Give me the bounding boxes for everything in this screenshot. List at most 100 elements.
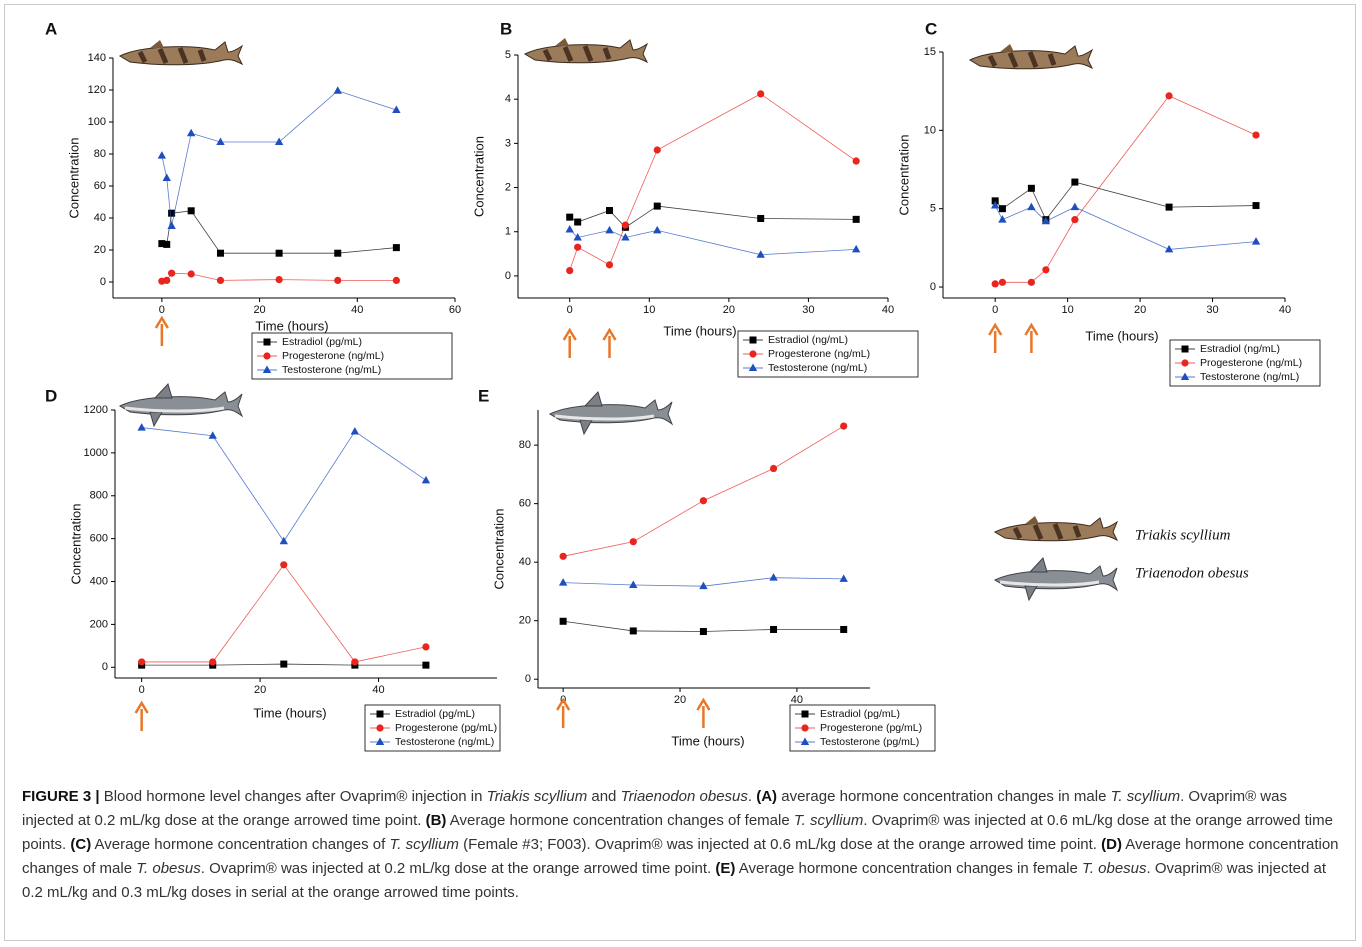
y-tick-label: 40 bbox=[94, 212, 106, 224]
legend-label: Progesterone (ng/mL) bbox=[768, 348, 870, 360]
data-point bbox=[163, 276, 171, 284]
x-tick-label: 20 bbox=[674, 694, 686, 706]
data-point bbox=[157, 151, 167, 159]
y-tick-label: 1200 bbox=[84, 404, 108, 416]
x-axis-label: Time (hours) bbox=[253, 705, 326, 720]
data-point bbox=[852, 157, 860, 165]
data-point bbox=[1042, 266, 1050, 274]
caption-run: Triakis scyllium bbox=[486, 788, 588, 805]
data-point bbox=[559, 617, 567, 625]
y-tick-label: 120 bbox=[88, 84, 106, 96]
x-tick-label: 10 bbox=[1062, 304, 1074, 316]
data-point bbox=[392, 105, 401, 113]
injection-arrow bbox=[562, 327, 577, 358]
y-tick-label: 20 bbox=[94, 244, 106, 256]
injection-arrow bbox=[988, 322, 1003, 353]
data-point bbox=[991, 280, 999, 288]
data-point bbox=[186, 128, 196, 137]
figure: Triakis scyllium Triaenodon obesus A0204… bbox=[45, 19, 1321, 752]
x-tick-label: 40 bbox=[1279, 304, 1291, 316]
legend-box bbox=[737, 330, 919, 378]
y-tick-label: 60 bbox=[94, 180, 106, 192]
species-label: Triaenodon obesus bbox=[1135, 565, 1249, 581]
data-point bbox=[699, 497, 708, 505]
legend-marker bbox=[801, 710, 809, 718]
data-point bbox=[573, 232, 582, 241]
data-point bbox=[216, 137, 225, 145]
series-line bbox=[141, 427, 427, 542]
series-line bbox=[563, 425, 844, 557]
data-point bbox=[208, 431, 217, 439]
y-tick-label: 4 bbox=[505, 93, 511, 105]
x-tick-label: 10 bbox=[643, 304, 655, 316]
data-point bbox=[392, 244, 400, 252]
injection-arrow bbox=[602, 327, 617, 358]
data-point bbox=[559, 552, 567, 560]
data-point bbox=[422, 643, 430, 651]
caption-run: T. scyllium bbox=[389, 836, 459, 853]
x-tick-label: 30 bbox=[802, 304, 814, 316]
data-point bbox=[653, 202, 661, 210]
data-point bbox=[621, 232, 630, 241]
data-point bbox=[351, 658, 359, 666]
caption-run: average hormone concentration changes in… bbox=[777, 788, 1111, 805]
legend-marker bbox=[376, 724, 384, 732]
x-tick-label: 40 bbox=[791, 694, 803, 706]
legend-marker bbox=[1181, 345, 1189, 353]
y-tick-label: 0 bbox=[525, 673, 531, 685]
caption-run: (A) bbox=[756, 788, 778, 805]
caption-run: Triaenodon obesus bbox=[620, 788, 748, 805]
y-tick-label: 400 bbox=[90, 575, 108, 587]
x-tick-label: 0 bbox=[992, 304, 998, 316]
data-point bbox=[1027, 184, 1035, 192]
data-point bbox=[280, 660, 288, 668]
y-tick-label: 0 bbox=[930, 281, 936, 293]
legend-label: Estradiol (pg/mL) bbox=[395, 708, 475, 720]
shark-icon bbox=[120, 40, 242, 65]
legend-marker bbox=[375, 737, 385, 745]
y-tick-label: 40 bbox=[519, 556, 531, 568]
y-tick-label: 5 bbox=[505, 49, 511, 61]
data-point bbox=[998, 205, 1006, 213]
legend-marker bbox=[263, 338, 271, 346]
y-tick-label: 800 bbox=[90, 490, 108, 502]
series-line bbox=[161, 210, 397, 254]
legend-marker bbox=[801, 724, 809, 732]
shark-icon bbox=[548, 390, 674, 436]
data-point bbox=[275, 249, 283, 257]
data-point bbox=[275, 276, 283, 284]
y-axis-label: Concentration bbox=[68, 504, 83, 585]
legend-label: Progesterone (ng/mL) bbox=[282, 350, 384, 362]
y-tick-label: 0 bbox=[100, 276, 106, 288]
panel-label: D bbox=[45, 386, 57, 405]
caption-run: Average hormone concentration changes of… bbox=[22, 836, 1339, 877]
data-point bbox=[769, 464, 778, 473]
y-tick-label: 0 bbox=[505, 270, 511, 282]
data-point bbox=[566, 213, 574, 221]
data-point bbox=[334, 249, 342, 257]
caption-run: (B) bbox=[425, 812, 447, 829]
data-point bbox=[606, 207, 614, 215]
data-point bbox=[421, 475, 431, 484]
injection-arrow bbox=[696, 697, 711, 728]
legend-marker bbox=[1180, 372, 1190, 380]
data-point bbox=[998, 215, 1007, 223]
data-point bbox=[216, 249, 224, 257]
caption-run: (Female #3; F003). Ovaprim® was injected… bbox=[458, 836, 1102, 853]
legend-label: Testosterone (ng/mL) bbox=[282, 364, 381, 376]
y-tick-label: 20 bbox=[519, 615, 531, 627]
shark-icon bbox=[995, 516, 1117, 541]
injection-arrow bbox=[154, 315, 169, 346]
data-point bbox=[137, 423, 146, 431]
x-tick-label: 40 bbox=[372, 684, 384, 696]
data-point bbox=[653, 146, 661, 154]
legend-label: Estradiol (pg/mL) bbox=[820, 708, 900, 720]
caption-run: T. scyllium bbox=[1110, 788, 1181, 805]
caption-run: . Ovaprim® was injected at 0.6 mL/kg dos… bbox=[22, 812, 1333, 853]
y-tick-label: 0 bbox=[102, 661, 108, 673]
caption-run: and bbox=[587, 788, 621, 805]
data-point bbox=[574, 243, 582, 251]
y-tick-label: 2 bbox=[505, 181, 511, 193]
caption-run: . Ovaprim® was injected at 0.2 mL/kg dos… bbox=[22, 788, 1287, 829]
data-point bbox=[350, 426, 360, 435]
